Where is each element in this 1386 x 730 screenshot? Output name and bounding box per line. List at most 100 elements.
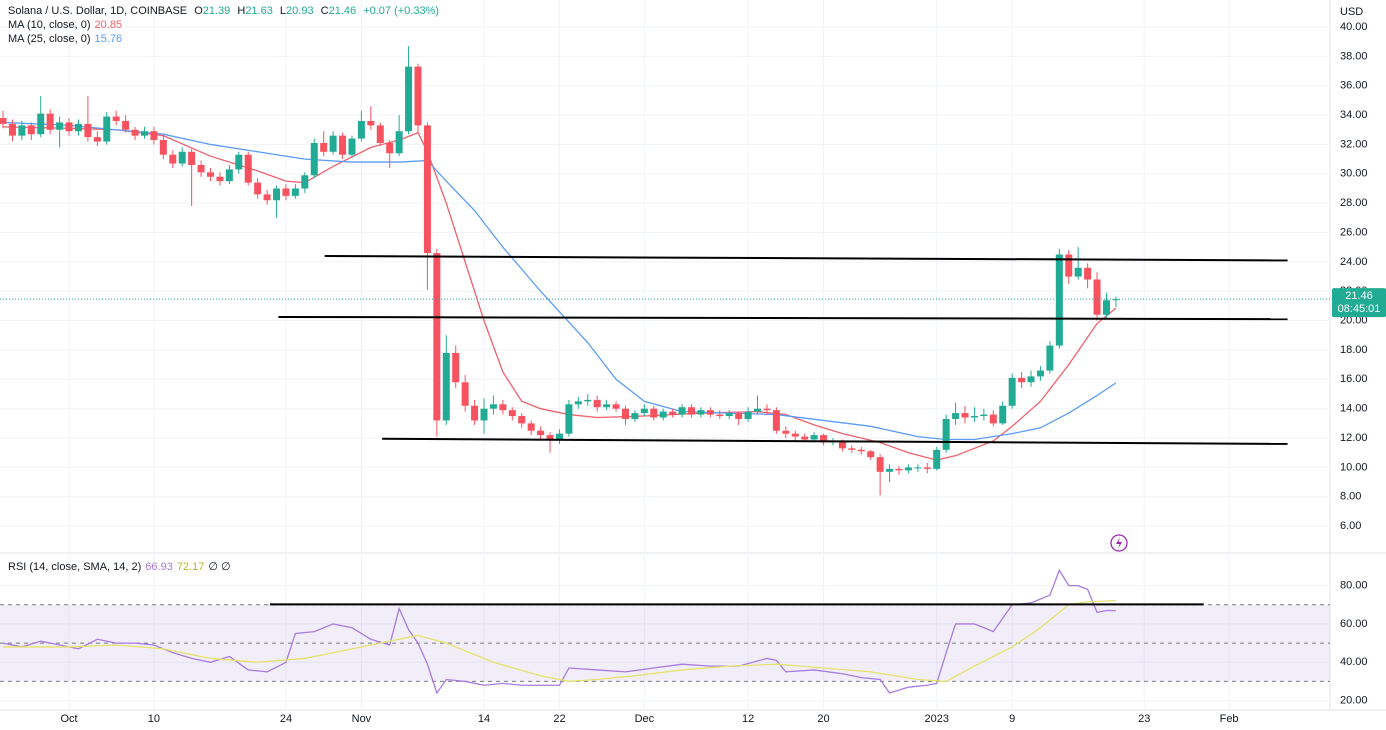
- change: +0.07 (+0.33%): [363, 5, 440, 17]
- indicator-value: 72.17: [176, 561, 205, 573]
- ma-row: MA (25, close, 0) 15.76: [8, 32, 443, 46]
- candle-body: [122, 120, 130, 130]
- horizontal-ray: [278, 315, 1288, 321]
- candle-body: [574, 401, 582, 405]
- candle-body: [405, 66, 413, 132]
- candle-body: [140, 131, 148, 136]
- candle-body: [46, 113, 54, 130]
- candle-body: [461, 382, 469, 406]
- y-tick-label: 20.00: [1340, 315, 1368, 327]
- candle-body: [433, 253, 441, 421]
- candle-body: [876, 457, 884, 472]
- candle-body: [244, 154, 252, 183]
- x-tick-label: 24: [280, 713, 292, 725]
- candle-body: [65, 122, 73, 132]
- x-tick-label: 14: [478, 713, 490, 725]
- candle-body: [339, 135, 347, 155]
- candle-body: [1093, 279, 1101, 315]
- candle-body: [952, 413, 960, 419]
- candle-body: [904, 467, 912, 471]
- ohlc-value: 21.63: [245, 5, 273, 17]
- candle-body: [357, 120, 365, 139]
- candle-body: [188, 151, 196, 166]
- candle-body: [1074, 267, 1082, 277]
- ohlc-value: 20.93: [286, 5, 314, 17]
- candle-body: [1036, 370, 1044, 377]
- candle-body: [763, 408, 771, 411]
- candle-body: [178, 151, 186, 164]
- candle-body: [93, 137, 101, 142]
- horizontal-ray: [324, 255, 1288, 262]
- alert-icon[interactable]: [1110, 534, 1128, 552]
- candle-body: [273, 188, 281, 201]
- candle-body: [0, 118, 7, 124]
- horizontal-ray: [382, 437, 1288, 445]
- candle-body: [103, 116, 111, 142]
- last-price-label: 21.46: [1345, 290, 1373, 302]
- candle-body: [791, 433, 799, 437]
- candle-body: [225, 169, 233, 182]
- x-tick-label: Nov: [352, 713, 372, 725]
- candle-body: [537, 430, 545, 436]
- candle-body: [650, 408, 658, 418]
- header-legend: Solana / U.S. Dollar, 1D, COINBASE O21.3…: [8, 4, 443, 46]
- x-tick-label: 9: [1009, 713, 1015, 725]
- ohlc-label: L: [279, 5, 287, 17]
- candle-body: [518, 416, 526, 424]
- indicator-extra: ∅ ∅: [208, 561, 231, 573]
- candle-body: [197, 165, 205, 173]
- candle-body: [150, 131, 158, 141]
- candle-body: [886, 468, 894, 472]
- candle-body: [584, 399, 592, 402]
- x-tick-label: 12: [742, 713, 754, 725]
- indicator-name: MA (10, close, 0): [8, 19, 91, 31]
- candle-body: [725, 413, 733, 417]
- candle-body: [414, 66, 422, 126]
- candle-body: [1112, 299, 1120, 301]
- indicator-line: [3, 126, 1117, 461]
- ma-row: MA (10, close, 0) 20.85: [8, 18, 443, 32]
- candle-body: [848, 448, 856, 450]
- candle-body: [942, 418, 950, 450]
- candle-body: [744, 411, 752, 419]
- candle-body: [489, 404, 497, 409]
- candle-body: [754, 408, 762, 412]
- indicator-value: 15.76: [94, 33, 123, 45]
- candle-body: [367, 120, 375, 126]
- y-tick-label: 18.00: [1340, 344, 1368, 356]
- candle-body: [8, 123, 16, 136]
- candle-body: [112, 116, 120, 121]
- y-tick-label: 80.00: [1340, 579, 1368, 591]
- candle-body: [291, 188, 299, 196]
- candle-body: [989, 414, 997, 424]
- ohlc-label: H: [237, 5, 246, 17]
- candle-body: [169, 154, 177, 164]
- candle-body: [235, 154, 243, 170]
- candle-body: [1084, 267, 1092, 280]
- candle-body: [735, 413, 743, 419]
- rsi-legend: RSI (14, close, SMA, 14, 2) 66.93 72.17 ∅ ∅: [8, 560, 235, 574]
- indicator-line: [2, 121, 1117, 441]
- candle-body: [1102, 300, 1110, 315]
- y-tick-label: 12.00: [1340, 432, 1368, 444]
- y-tick-label: 40.00: [1340, 21, 1368, 33]
- candle-body: [56, 122, 64, 130]
- candle-body: [593, 399, 601, 408]
- candle-body: [697, 410, 705, 415]
- y-tick-label: 8.00: [1340, 491, 1361, 503]
- candle-body: [27, 125, 35, 135]
- last-price-box: [1332, 288, 1386, 318]
- indicator-value: 20.85: [94, 19, 123, 31]
- candle-body: [1018, 377, 1026, 383]
- candle-body: [74, 123, 82, 132]
- y-tick-label: 16.00: [1340, 373, 1368, 385]
- indicator-name: RSI (14, close, SMA, 14, 2): [8, 561, 142, 573]
- candle-body: [348, 138, 356, 155]
- candle-body: [442, 352, 450, 421]
- candle-body: [782, 430, 790, 434]
- y-tick-label: 40.00: [1340, 656, 1368, 668]
- candle-body: [923, 467, 931, 469]
- candle-body: [612, 404, 620, 409]
